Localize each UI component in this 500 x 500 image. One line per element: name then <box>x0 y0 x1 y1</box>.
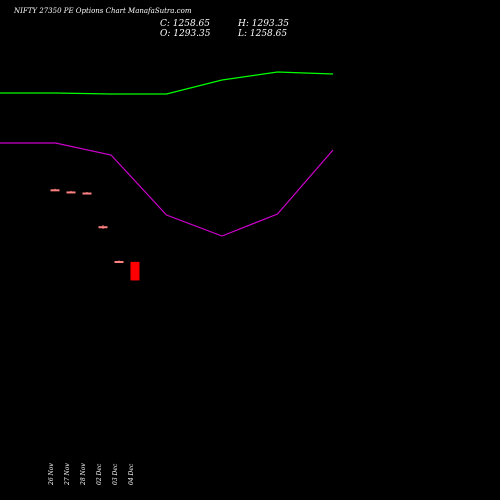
x-tick-label: 03 Dec <box>112 463 119 485</box>
candle-body <box>98 226 108 229</box>
chart-title: NIFTY 27350 PE Options Chart ManafaSutra… <box>14 7 192 15</box>
high-value: H: 1293.35 <box>238 19 289 29</box>
indicator-line-2 <box>0 142 334 237</box>
x-tick-label: 26 Nov <box>48 463 55 486</box>
low-value: L: 1258.65 <box>238 29 288 39</box>
candle-body <box>50 189 60 192</box>
candle-body <box>82 192 92 195</box>
x-tick-label: 28 Nov <box>80 463 87 486</box>
indicator-line-1 <box>0 71 334 95</box>
x-tick-label: 27 Nov <box>64 463 71 486</box>
x-tick-label: 02 Dec <box>96 463 103 485</box>
candle-body <box>130 261 140 281</box>
candle-body <box>66 191 76 194</box>
close-value: C: 1258.65 <box>160 19 210 29</box>
x-tick-label: 04 Dec <box>128 463 135 485</box>
open-value: O: 1293.35 <box>160 29 211 39</box>
candle-body <box>114 261 124 263</box>
